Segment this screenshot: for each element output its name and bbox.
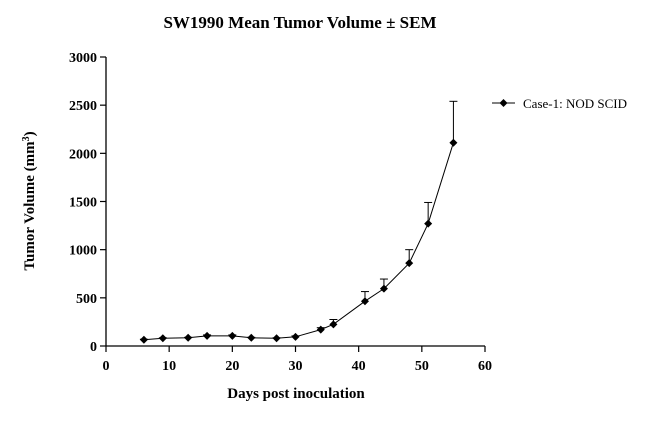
x-tick-label: 10 <box>162 359 176 374</box>
x-tick-label: 30 <box>289 359 303 374</box>
data-point-diamond <box>158 334 167 343</box>
legend-diamond-marker <box>499 99 508 107</box>
y-tick-label: 500 <box>76 292 97 307</box>
y-tick-label: 3000 <box>69 51 97 66</box>
legend-label: Case-1: NOD SCID <box>523 96 627 111</box>
data-point-diamond <box>316 325 325 334</box>
y-axis-label-main: Tumor Volume (mm <box>22 141 38 271</box>
series-line <box>143 142 454 341</box>
y-tick-label: 2500 <box>69 99 97 114</box>
x-axis-ticks: 0 10 20 30 40 50 60 <box>103 346 492 374</box>
y-axis-label-close: ) <box>22 131 38 136</box>
x-tick-label: 0 <box>103 359 110 374</box>
chart-title: SW1990 Mean Tumor Volume ± SEM <box>163 13 436 32</box>
data-point-diamond <box>329 320 338 329</box>
x-tick-label: 50 <box>415 359 429 374</box>
data-point-diamond <box>405 259 414 268</box>
data-point-diamond <box>360 297 369 306</box>
x-tick-label: 60 <box>478 359 492 374</box>
data-point-diamond <box>424 219 433 228</box>
y-tick-label: 1000 <box>69 244 97 259</box>
data-point-diamond <box>449 138 458 147</box>
data-point-diamond <box>228 331 237 340</box>
data-point-diamond <box>379 284 388 293</box>
data-point-diamond <box>291 332 300 341</box>
x-axis-label: Days post inoculation <box>227 386 365 402</box>
data-point-diamond <box>272 334 281 343</box>
data-point-diamond <box>184 333 193 342</box>
y-axis-label-superscript: 3 <box>21 136 32 141</box>
y-axis-ticks: 0 500 1000 1500 2000 2500 3000 <box>69 51 106 355</box>
data-point-diamond <box>139 335 148 344</box>
x-tick-label: 20 <box>225 359 239 374</box>
legend: Case-1: NOD SCID <box>492 96 627 111</box>
data-point-diamond <box>247 333 256 342</box>
x-tick-label: 40 <box>352 359 366 374</box>
y-tick-label: 1500 <box>69 196 97 211</box>
series-layer <box>139 100 458 344</box>
data-point-diamond <box>203 331 212 340</box>
y-tick-label: 2000 <box>69 147 97 162</box>
y-tick-label: 0 <box>90 340 97 355</box>
y-axis-label: Tumor Volume (mm3) <box>21 131 39 270</box>
